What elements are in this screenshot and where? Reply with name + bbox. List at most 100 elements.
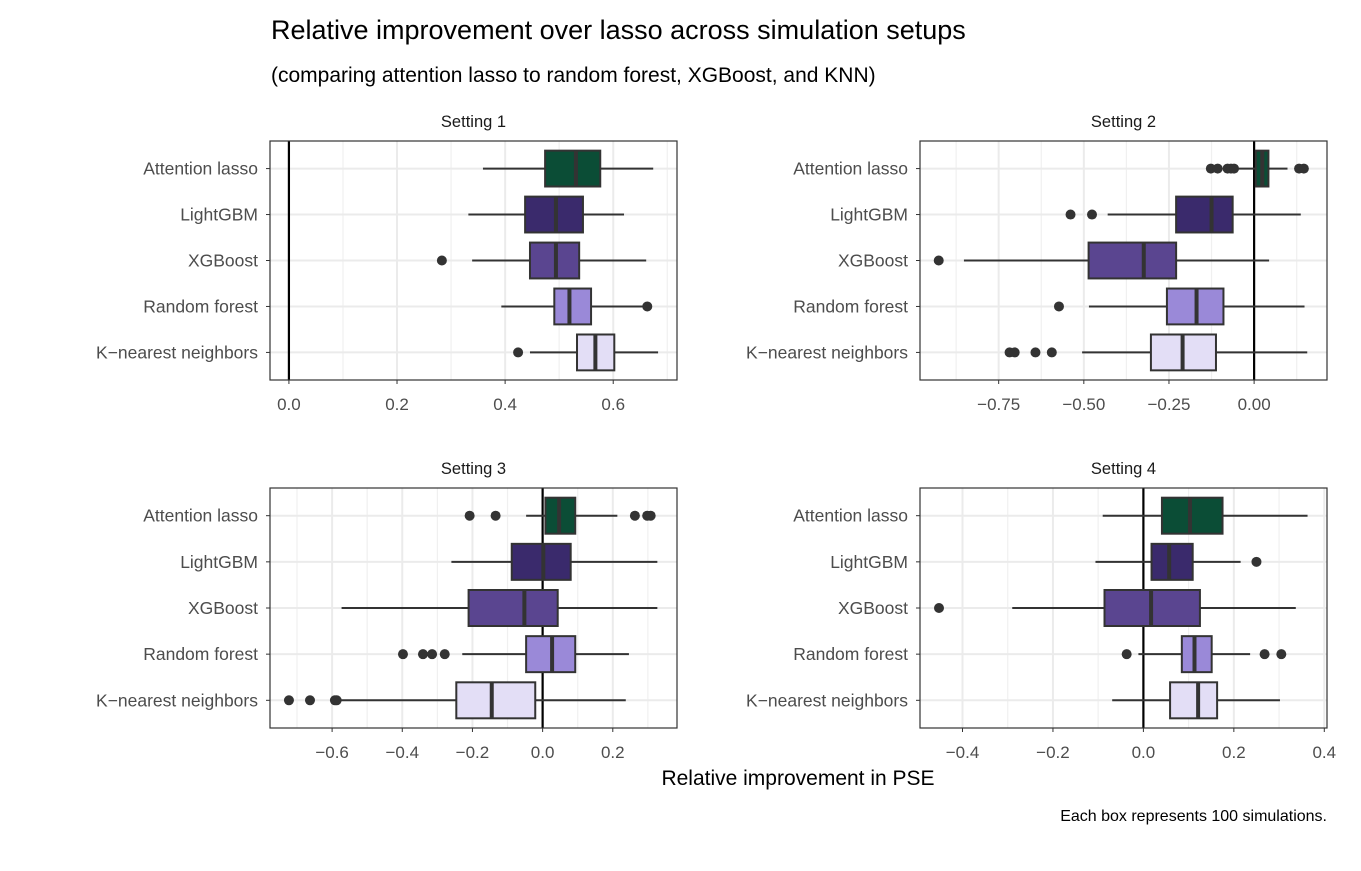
box-random-forest <box>1121 635 1287 674</box>
box-attention-lasso <box>482 149 654 188</box>
box-k-nearest-neighbors <box>513 333 659 372</box>
y-tick-label: K−nearest neighbors <box>96 342 258 362</box>
box-attention-lasso <box>464 496 656 535</box>
y-tick-label: XGBoost <box>188 251 258 271</box>
box-k-nearest-neighbors <box>283 681 626 720</box>
y-tick-label: Random forest <box>793 296 908 316</box>
outlier-point <box>397 649 408 660</box>
x-tick-label: 0.6 <box>601 395 625 414</box>
outlier-point <box>1053 301 1064 312</box>
x-tick-label: 0.0 <box>1132 743 1156 762</box>
panel-1: Setting 1 Attention lasso LightGBM XGBoost R… <box>96 113 678 414</box>
panel-title: Setting 3 <box>441 460 506 478</box>
box-lightgbm <box>1095 542 1262 581</box>
box-random-forest <box>397 635 629 674</box>
outlier-point <box>464 510 475 521</box>
x-tick-label: 0.0 <box>531 743 555 762</box>
box-iqr <box>1169 681 1219 720</box>
outlier-point <box>1259 649 1270 660</box>
y-tick-label: Attention lasso <box>143 159 258 179</box>
outlier-point <box>629 510 640 521</box>
outlier-point <box>436 255 447 266</box>
x-tick-label: 0.2 <box>385 395 409 414</box>
panel-title: Setting 1 <box>441 113 506 131</box>
box-iqr <box>1175 195 1234 234</box>
box-lightgbm <box>468 195 625 234</box>
x-tick-label: −0.2 <box>1036 743 1070 762</box>
box-iqr <box>1087 241 1178 280</box>
y-tick-label: LightGBM <box>180 205 258 225</box>
box-xgboost <box>933 241 1270 280</box>
y-tick-label: Attention lasso <box>143 506 258 526</box>
chart-title: Relative improvement over lasso across s… <box>271 15 966 45</box>
box-iqr <box>467 589 559 627</box>
box-iqr <box>510 542 572 581</box>
y-tick-label: K−nearest neighbors <box>746 342 908 362</box>
outlier-point <box>1276 649 1287 660</box>
y-tick-label: XGBoost <box>838 251 908 271</box>
panel-title: Setting 2 <box>1091 113 1156 131</box>
caption: Each box represents 100 simulations. <box>1060 808 1327 825</box>
y-tick-label: Attention lasso <box>793 506 908 526</box>
box-xgboost <box>341 589 658 627</box>
x-axis-label: Relative improvement in PSE <box>661 767 934 790</box>
box-xgboost <box>436 241 647 280</box>
panel-4: Setting 4 Attention lasso LightGBM XGBoost R… <box>746 460 1336 762</box>
box-xgboost <box>933 589 1296 627</box>
x-tick-label: −0.25 <box>1147 395 1190 414</box>
outlier-point <box>1212 163 1223 174</box>
box-attention-lasso <box>1205 149 1309 188</box>
y-tick-label: XGBoost <box>188 598 258 618</box>
x-tick-label: 0.4 <box>1312 743 1336 762</box>
outlier-point <box>1065 209 1076 220</box>
x-tick-label: 0.0 <box>277 395 301 414</box>
outlier-point <box>513 347 524 358</box>
y-tick-label: LightGBM <box>830 552 908 572</box>
outlier-point <box>1298 163 1309 174</box>
outlier-point <box>933 255 944 266</box>
x-tick-label: 0.4 <box>493 395 517 414</box>
x-tick-label: 0.00 <box>1238 395 1271 414</box>
y-tick-label: LightGBM <box>180 552 258 572</box>
box-random-forest <box>501 287 653 326</box>
x-tick-label: 0.2 <box>601 743 625 762</box>
x-tick-label: −0.6 <box>315 743 349 762</box>
outlier-point <box>1009 347 1020 358</box>
outlier-point <box>331 695 342 706</box>
outlier-point <box>417 649 428 660</box>
outlier-point <box>490 510 501 521</box>
outlier-point <box>933 603 944 613</box>
outlier-point <box>304 695 315 706</box>
y-tick-label: Random forest <box>793 644 908 664</box>
outlier-point <box>1229 163 1240 174</box>
x-tick-label: −0.2 <box>456 743 490 762</box>
x-tick-label: 0.2 <box>1222 743 1246 762</box>
box-iqr <box>1160 496 1224 535</box>
outlier-point <box>1030 347 1041 358</box>
box-k-nearest-neighbors <box>1004 333 1308 372</box>
y-tick-label: Random forest <box>143 296 258 316</box>
x-tick-label: −0.50 <box>1062 395 1105 414</box>
outlier-point <box>439 649 450 660</box>
outlier-point <box>642 301 653 312</box>
y-tick-label: K−nearest neighbors <box>746 690 908 710</box>
box-iqr <box>455 681 537 720</box>
x-tick-label: −0.4 <box>946 743 980 762</box>
box-iqr <box>553 287 593 326</box>
outlier-point <box>1046 347 1057 358</box>
x-tick-label: −0.4 <box>385 743 419 762</box>
box-lightgbm <box>1065 195 1301 234</box>
y-tick-label: LightGBM <box>830 205 908 225</box>
box-iqr <box>1150 542 1194 581</box>
outlier-point <box>1086 209 1097 220</box>
box-attention-lasso <box>1102 496 1308 535</box>
panel-2: Setting 2 Attention lasso LightGBM XGBoost R… <box>746 113 1328 414</box>
box-iqr <box>1180 635 1213 674</box>
y-tick-label: Attention lasso <box>793 159 908 179</box>
y-tick-label: XGBoost <box>838 598 908 618</box>
y-tick-label: Random forest <box>143 644 258 664</box>
outlier-point <box>283 695 294 706</box>
outlier-point <box>1121 649 1132 660</box>
outlier-point <box>645 510 656 521</box>
